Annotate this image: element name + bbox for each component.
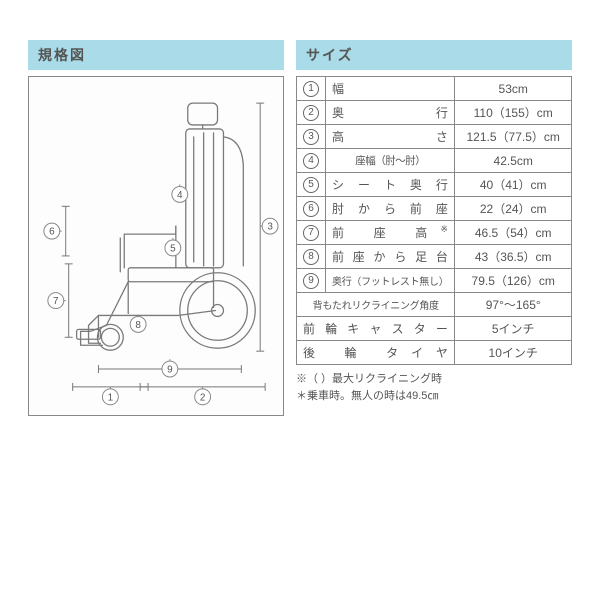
table-row: 6肘から前座22（24）cm [297,197,572,221]
spec-diagram: 1 2 3 4 5 6 7 8 9 [28,76,284,416]
svg-text:5: 5 [170,243,176,254]
table-row: 2奥 行110（155）cm [297,101,572,125]
diagram-heading: 規格図 [28,40,284,70]
table-row: 9奥行（フットレスト無し）79.5（126）cm [297,269,572,293]
spec-table: 1幅53cm2奥 行110（155）cm3高 さ121.5（77.5）cm4座幅… [296,76,572,365]
svg-text:1: 1 [108,392,114,403]
table-row: 前輪キャスター5インチ [297,317,572,341]
svg-text:2: 2 [200,392,206,403]
table-row: 7前 座 高※46.5（54）cm [297,221,572,245]
table-row: 5シート奥行40（41）cm [297,173,572,197]
svg-text:9: 9 [167,365,173,376]
table-row: 8前座から足台43（36.5）cm [297,245,572,269]
table-row: 1幅53cm [297,77,572,101]
svg-text:4: 4 [177,190,183,201]
table-row: 後 輪 タイヤ10インチ [297,341,572,365]
table-row: 3高 さ121.5（77.5）cm [297,125,572,149]
svg-text:3: 3 [267,222,273,233]
spec-notes: ※（ ）最大リクライニング時＊乗車時。無人の時は49.5㎝ [296,371,572,404]
svg-text:8: 8 [135,320,141,331]
size-heading: サイズ [296,40,572,70]
table-row: 背もたれリクライニング角度97°～165° [297,293,572,317]
svg-text:6: 6 [49,227,55,238]
svg-text:7: 7 [53,296,59,307]
table-row: 4座幅（肘～肘）42.5cm [297,149,572,173]
